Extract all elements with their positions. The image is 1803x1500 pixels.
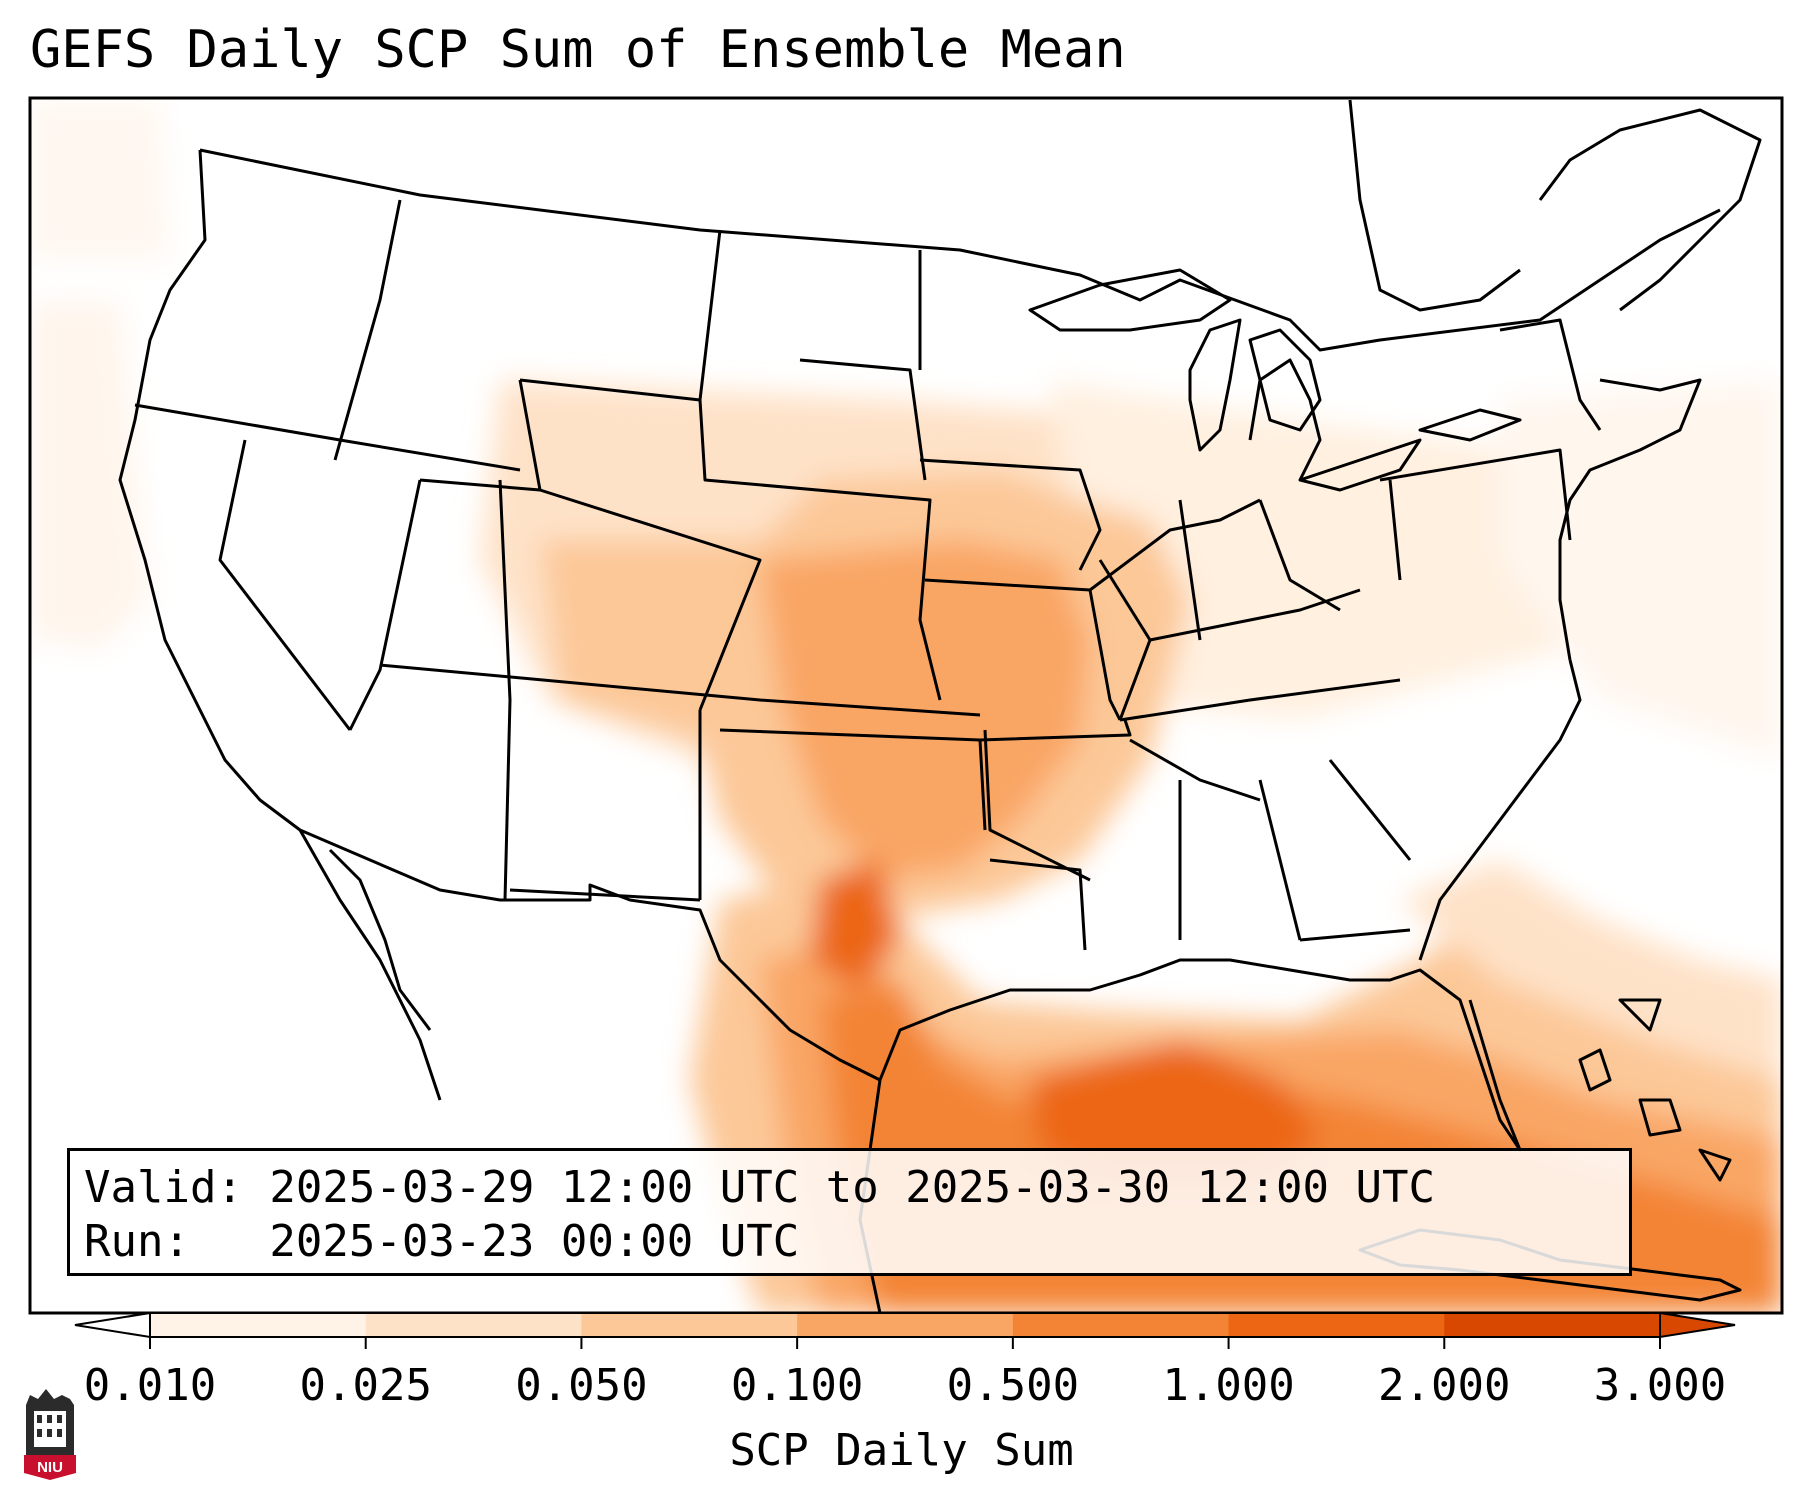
colorbar-tick-label: 0.010 xyxy=(83,1360,217,1411)
scp-shading xyxy=(30,100,1782,1313)
colorbar-segment xyxy=(1444,1313,1661,1337)
run-time-text: Run: 2025-03-23 00:00 UTC xyxy=(84,1216,800,1267)
colorbar-tick-label: 2.000 xyxy=(1378,1360,1511,1411)
colorbar-segment xyxy=(150,1313,367,1337)
colorbar-tick-label: 0.100 xyxy=(730,1360,864,1411)
colorbar-over-extension xyxy=(1659,1311,1736,1339)
colorbar-tick-label: 0.500 xyxy=(946,1360,1080,1411)
colorbar-tick-label: 3.000 xyxy=(1593,1360,1727,1411)
niu-logo: NIU xyxy=(24,1389,76,1480)
logo-text: NIU xyxy=(37,1459,63,1476)
colorbar-segment xyxy=(797,1313,1014,1337)
colorbar-tick-label: 1.000 xyxy=(1162,1360,1295,1411)
map-title: GEFS Daily SCP Sum of Ensemble Mean xyxy=(30,20,1126,80)
colorbar-segment xyxy=(365,1313,582,1337)
political-borders xyxy=(118,99,1762,1313)
valid-time-text: Valid: 2025-03-29 12:00 UTC to 2025-03-3… xyxy=(84,1162,1436,1213)
colorbar-segment xyxy=(1228,1313,1445,1337)
colorbar-under-extension xyxy=(74,1311,151,1339)
colorbar-tick-label: 0.025 xyxy=(299,1360,432,1411)
colorbar-outline xyxy=(149,1312,1661,1338)
colorbar-tick-label: 0.050 xyxy=(515,1360,648,1411)
info-box: Valid: 2025-03-29 12:00 UTC to 2025-03-3… xyxy=(67,1148,1632,1276)
colorbar-label: SCP Daily Sum xyxy=(729,1425,1074,1476)
colorbar-segment xyxy=(1012,1313,1230,1337)
colorbar-segment xyxy=(581,1313,798,1337)
colorbar xyxy=(74,1311,1736,1349)
